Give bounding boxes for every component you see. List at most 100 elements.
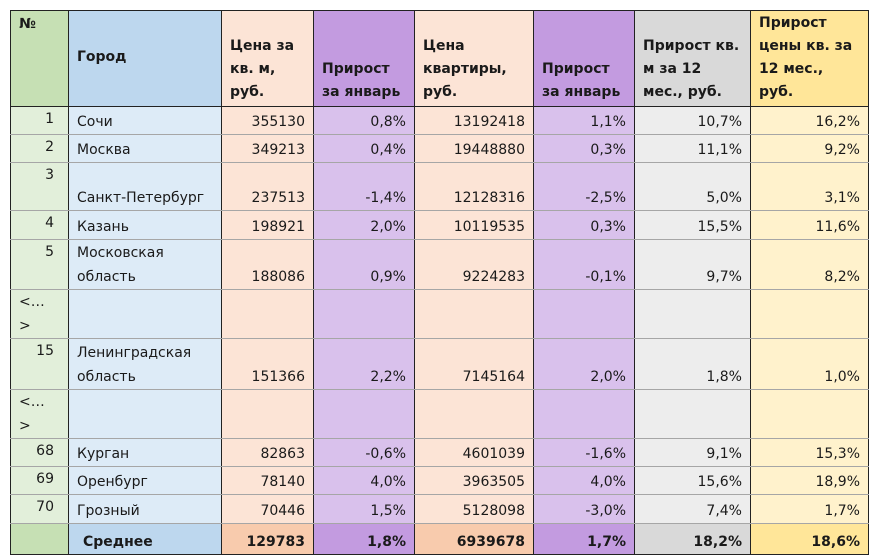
row-growth-jan-flat: 1,1% — [533, 106, 635, 135]
footer-growth-12m-sqm: 18,2% — [634, 523, 751, 555]
row-growth-jan-flat — [533, 289, 635, 339]
row-number: 2 — [10, 134, 69, 163]
row-growth-jan-sqm: 2,0% — [313, 210, 415, 240]
row-number: 1 — [10, 106, 69, 135]
row-growth-12m-flat: 3,1% — [750, 162, 869, 211]
row-growth-12m-flat: 18,9% — [750, 466, 869, 495]
table-row: 15 Ленинградская область 151366 2,2% 7145164… — [10, 338, 869, 390]
row-growth-12m-flat: 1,7% — [750, 494, 869, 524]
row-number: <…> — [10, 389, 69, 439]
row-growth-jan-flat: 2,0% — [533, 338, 635, 390]
row-price-flat: 5128098 — [414, 494, 534, 524]
row-growth-12m-flat: 16,2% — [750, 106, 869, 135]
row-price-flat: 9224283 — [414, 239, 534, 290]
row-growth-12m-sqm — [634, 389, 751, 439]
row-city: Курган — [68, 438, 222, 467]
row-city: Сочи — [68, 106, 222, 135]
row-growth-jan-sqm: 4,0% — [313, 466, 415, 495]
header-price-sqm: Цена за кв. м, руб. — [221, 10, 314, 107]
row-growth-12m-sqm: 11,1% — [634, 134, 751, 163]
row-number: 70 — [10, 494, 69, 524]
row-number: 5 — [10, 239, 69, 290]
row-growth-jan-sqm: -1,4% — [313, 162, 415, 211]
row-growth-12m-flat — [750, 389, 869, 439]
row-number: 3 — [10, 162, 69, 211]
header-growth-jan-sqm: Прирост за январь — [313, 10, 415, 107]
row-number: 68 — [10, 438, 69, 467]
average-row: Среднее 129783 1,8% 6939678 1,7% 18,2% 1… — [10, 523, 869, 555]
row-price-sqm — [221, 289, 314, 339]
table-row: 70 Грозный 70446 1,5% 5128098 -3,0% 7,4% 1,7% — [10, 494, 869, 524]
header-city: Город — [68, 10, 222, 107]
row-growth-jan-flat: 0,3% — [533, 134, 635, 163]
row-price-flat: 13192418 — [414, 106, 534, 135]
row-growth-jan-sqm: 0,4% — [313, 134, 415, 163]
footer-growth-jan-flat: 1,7% — [533, 523, 635, 555]
table-row: <…> — [10, 389, 869, 439]
row-price-flat: 7145164 — [414, 338, 534, 390]
row-growth-12m-sqm: 1,8% — [634, 338, 751, 390]
row-growth-jan-flat — [533, 389, 635, 439]
footer-number — [10, 523, 69, 555]
row-growth-12m-sqm: 10,7% — [634, 106, 751, 135]
row-growth-12m-sqm: 9,1% — [634, 438, 751, 467]
row-city — [68, 389, 222, 439]
row-number: 4 — [10, 210, 69, 240]
row-growth-jan-flat: -3,0% — [533, 494, 635, 524]
row-price-sqm: 237513 — [221, 162, 314, 211]
row-city: Московская область — [68, 239, 222, 290]
row-growth-jan-sqm: 0,9% — [313, 239, 415, 290]
row-city: Грозный — [68, 494, 222, 524]
row-price-flat: 19448880 — [414, 134, 534, 163]
row-number: 69 — [10, 466, 69, 495]
row-growth-12m-flat: 11,6% — [750, 210, 869, 240]
row-growth-12m-flat: 15,3% — [750, 438, 869, 467]
row-price-flat: 12128316 — [414, 162, 534, 211]
table-row: 2 Москва 349213 0,4% 19448880 0,3% 11,1% 9,2% — [10, 134, 869, 163]
row-price-sqm: 78140 — [221, 466, 314, 495]
row-growth-jan-sqm: 0,8% — [313, 106, 415, 135]
table-row: 1 Сочи 355130 0,8% 13192418 1,1% 10,7% 16,2% — [10, 106, 869, 135]
row-growth-12m-flat: 9,2% — [750, 134, 869, 163]
row-growth-jan-sqm: 1,5% — [313, 494, 415, 524]
row-price-sqm — [221, 389, 314, 439]
header-price-flat: Цена квартиры, руб. — [414, 10, 534, 107]
row-growth-12m-sqm — [634, 289, 751, 339]
header-growth-12m-flat: Прирост цены кв. за 12 мес., руб. — [750, 10, 869, 107]
row-growth-jan-flat: -0,1% — [533, 239, 635, 290]
row-city: Оренбург — [68, 466, 222, 495]
table-row: 68 Курган 82863 -0,6% 4601039 -1,6% 9,1% 15,3% — [10, 438, 869, 467]
row-growth-12m-sqm: 9,7% — [634, 239, 751, 290]
row-growth-12m-sqm: 5,0% — [634, 162, 751, 211]
row-price-sqm: 188086 — [221, 239, 314, 290]
row-price-sqm: 82863 — [221, 438, 314, 467]
row-price-flat: 3963505 — [414, 466, 534, 495]
table-row: 3 Санкт-Петербург 237513 -1,4% 12128316 -2,5%… — [10, 162, 869, 211]
header-growth-12m-sqm: Прирост кв. м за 12 мес., руб. — [634, 10, 751, 107]
footer-growth-12m-flat: 18,6% — [750, 523, 869, 555]
table-row: 69 Оренбург 78140 4,0% 3963505 4,0% 15,6% 18,9% — [10, 466, 869, 495]
row-growth-12m-sqm: 15,5% — [634, 210, 751, 240]
row-price-sqm: 70446 — [221, 494, 314, 524]
row-price-flat — [414, 389, 534, 439]
row-growth-jan-flat: -1,6% — [533, 438, 635, 467]
row-growth-jan-flat: -2,5% — [533, 162, 635, 211]
row-growth-12m-flat: 1,0% — [750, 338, 869, 390]
row-number: <…> — [10, 289, 69, 339]
row-price-flat: 4601039 — [414, 438, 534, 467]
table-row: 5 Московская область 188086 0,9% 9224283 -0,1… — [10, 239, 869, 290]
footer-label: Среднее — [68, 523, 222, 555]
row-number: 15 — [10, 338, 69, 390]
row-price-flat: 10119535 — [414, 210, 534, 240]
row-price-sqm: 198921 — [221, 210, 314, 240]
row-growth-jan-sqm: -0,6% — [313, 438, 415, 467]
row-growth-12m-sqm: 7,4% — [634, 494, 751, 524]
header-growth-jan-flat: Прирост за январь — [533, 10, 635, 107]
row-price-sqm: 349213 — [221, 134, 314, 163]
row-growth-12m-flat: 8,2% — [750, 239, 869, 290]
row-growth-12m-sqm: 15,6% — [634, 466, 751, 495]
footer-growth-jan-sqm: 1,8% — [313, 523, 415, 555]
table-row: 4 Казань 198921 2,0% 10119535 0,3% 15,5% 11,6% — [10, 210, 869, 240]
row-city: Ленинградская область — [68, 338, 222, 390]
row-growth-12m-flat — [750, 289, 869, 339]
